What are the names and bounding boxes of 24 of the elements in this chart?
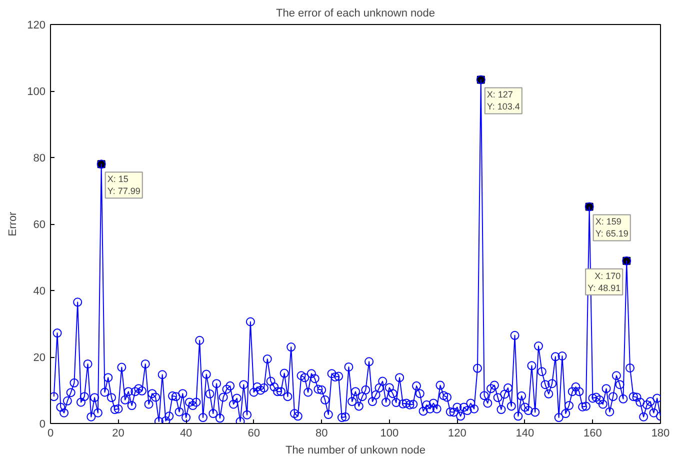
- x-axis-title: The number of unkown node: [285, 444, 426, 456]
- annotation: X: 159 Y: 65.19: [595, 216, 628, 239]
- x-tick-label: 80: [315, 428, 328, 440]
- y-tick-label: 120: [27, 20, 46, 32]
- x-tick-label: 160: [584, 428, 602, 440]
- annotation: X: 127 Y: 103.4: [486, 90, 520, 112]
- y-tick-label: 100: [27, 86, 46, 98]
- x-tick-label: 40: [180, 428, 192, 440]
- x-tick-label: 180: [651, 428, 670, 440]
- x-tick-label: 120: [448, 428, 466, 440]
- y-tick-label: 80: [33, 152, 46, 164]
- x-tick-label: 100: [380, 428, 399, 440]
- chart-title: The error of each unknown node: [276, 8, 436, 20]
- y-tick-label: 60: [33, 219, 46, 231]
- y-tick-label: 0: [39, 418, 46, 430]
- annotation: X: 15 Y: 77.99: [107, 174, 140, 196]
- x-tick-label: 0: [47, 428, 54, 440]
- y-tick-label: 20: [33, 352, 46, 364]
- y-axis-title: Error: [7, 211, 20, 236]
- annotation: X: 170 Y: 48.91: [588, 270, 621, 293]
- x-tick-label: 60: [248, 428, 260, 440]
- x-tick-label: 20: [112, 428, 124, 440]
- y-tick-label: 40: [33, 286, 46, 298]
- x-tick-label: 140: [516, 428, 534, 440]
